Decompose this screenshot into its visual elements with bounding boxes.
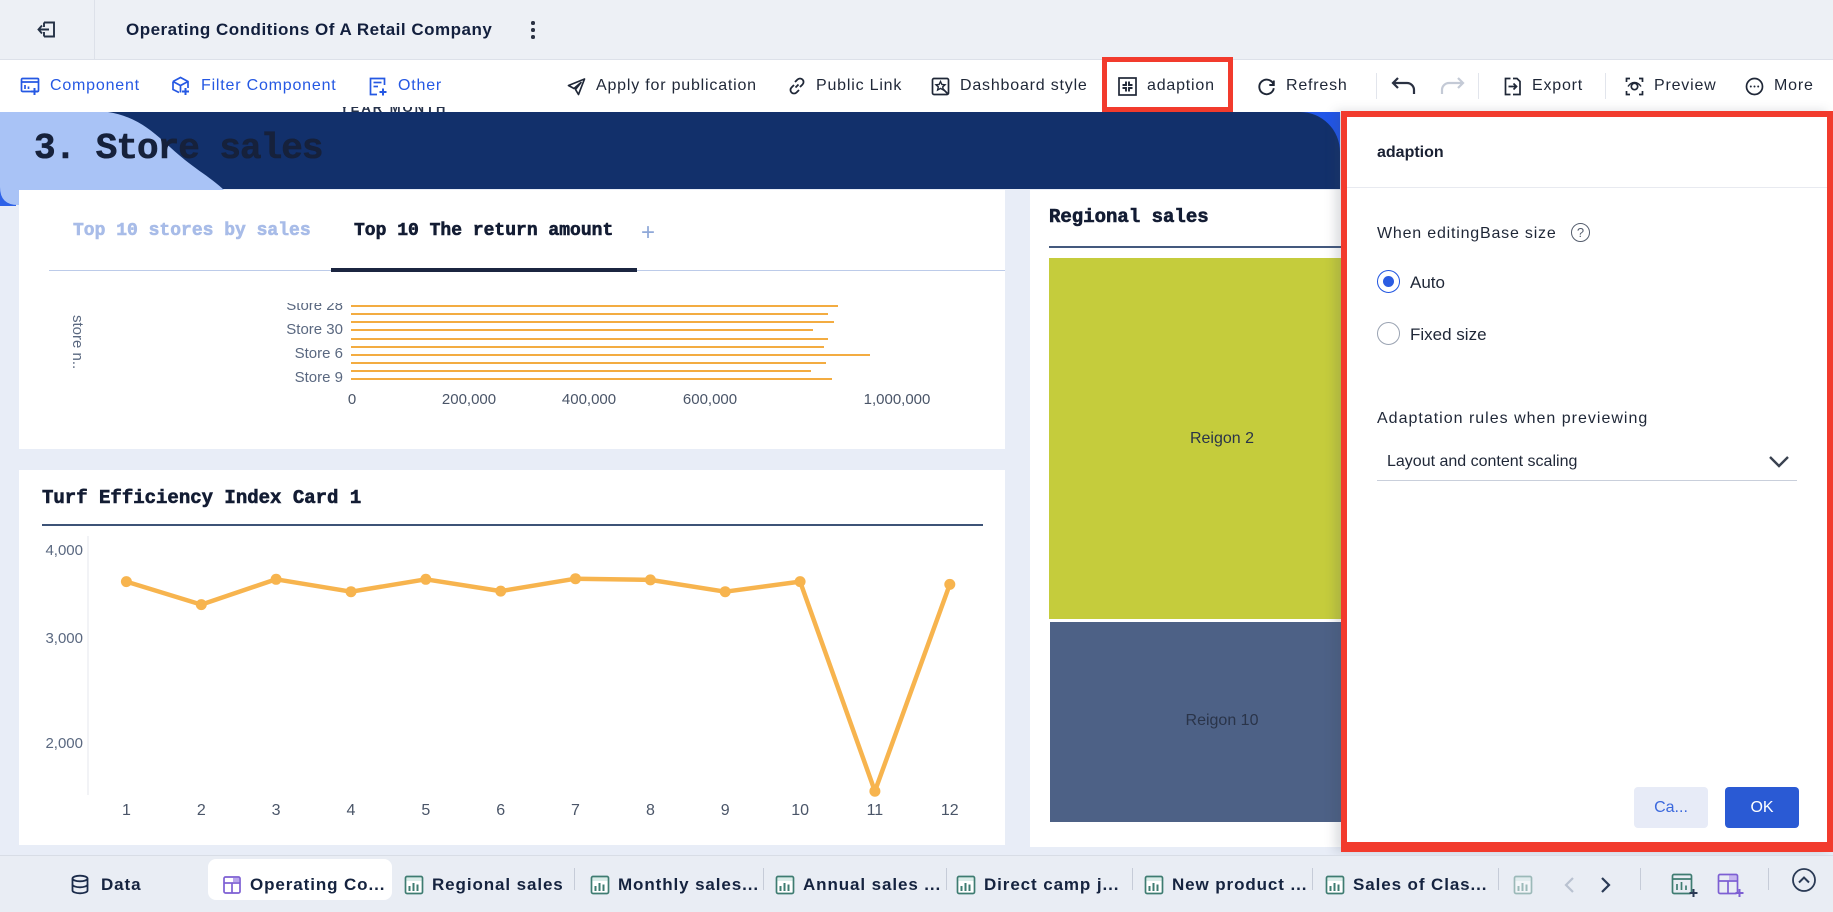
svg-text:10: 10 xyxy=(791,802,809,819)
svg-text:2: 2 xyxy=(197,802,206,819)
svg-text:12: 12 xyxy=(941,802,959,819)
svg-text:3: 3 xyxy=(272,802,281,819)
svg-text:3,000: 3,000 xyxy=(45,630,83,647)
svg-text:4,000: 4,000 xyxy=(45,542,83,559)
svg-text:9: 9 xyxy=(721,802,730,819)
svg-text:1: 1 xyxy=(122,802,131,819)
svg-text:4: 4 xyxy=(347,802,356,819)
svg-text:5: 5 xyxy=(421,802,430,819)
svg-text:11: 11 xyxy=(867,802,884,819)
svg-text:6: 6 xyxy=(496,802,505,819)
svg-text:8: 8 xyxy=(646,802,655,819)
svg-text:7: 7 xyxy=(571,802,580,819)
svg-text:2,000: 2,000 xyxy=(45,735,83,752)
